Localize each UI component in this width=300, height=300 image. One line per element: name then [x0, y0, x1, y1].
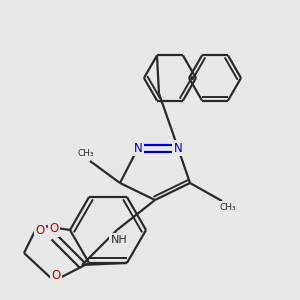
- Text: O: O: [35, 224, 45, 236]
- Text: N: N: [174, 142, 182, 154]
- Text: CH₃: CH₃: [78, 148, 94, 158]
- Text: N: N: [134, 142, 142, 154]
- Text: O: O: [50, 223, 58, 236]
- Text: NH: NH: [111, 235, 128, 245]
- Text: O: O: [51, 269, 61, 282]
- Text: CH₃: CH₃: [220, 202, 236, 211]
